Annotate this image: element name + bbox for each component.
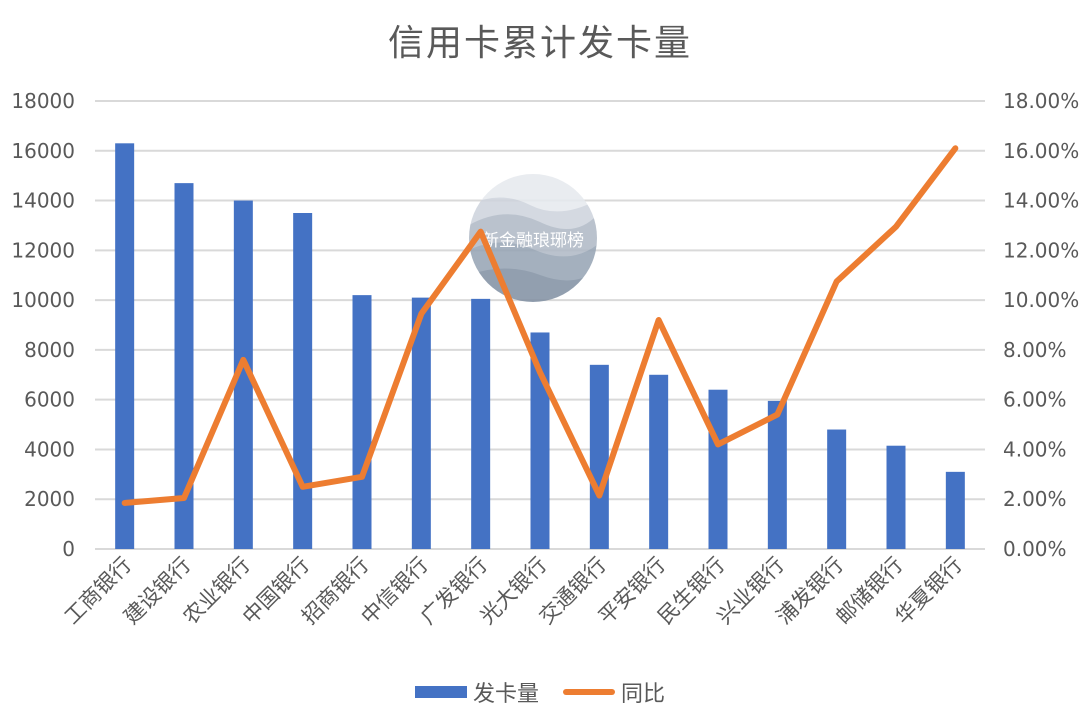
y-tick-label: 8000 — [24, 338, 75, 362]
y-tick-label: 0 — [62, 537, 75, 561]
bar — [827, 429, 847, 549]
legend-label-card-volume: 发卡量 — [472, 682, 539, 707]
legend-label-yoy: 同比 — [621, 682, 666, 707]
bar — [233, 200, 253, 550]
bar — [471, 298, 491, 549]
y2-tick-label: 2.00% — [1003, 487, 1067, 511]
line-swatch-icon — [563, 689, 615, 695]
legend-item-yoy: 同比 — [563, 676, 665, 708]
bar — [708, 389, 728, 549]
bar — [411, 297, 431, 549]
bar-swatch-icon — [414, 686, 467, 698]
y2-tick-label: 12.00% — [1003, 238, 1079, 262]
y2-tick-label: 14.00% — [1003, 189, 1079, 213]
y-tick-label: 4000 — [24, 437, 75, 461]
legend-item-card-volume: 发卡量 — [414, 676, 539, 708]
bar — [767, 400, 787, 549]
legend: 发卡量 同比 — [0, 676, 1080, 708]
y-axis-left: 0 2000 4000 6000 8000 10000 12000 14000 16000 180… — [11, 89, 75, 561]
y2-tick-label: 8.00% — [1003, 338, 1067, 362]
y2-tick-label: 16.00% — [1003, 139, 1079, 163]
y-tick-label: 6000 — [24, 388, 75, 412]
line-series-yoy — [121, 145, 959, 506]
bar — [886, 445, 906, 549]
y-tick-label: 10000 — [11, 288, 75, 312]
bar — [293, 213, 313, 549]
bar — [589, 364, 609, 549]
y2-tick-label: 10.00% — [1003, 288, 1079, 312]
y-tick-label: 12000 — [11, 238, 75, 262]
bar — [115, 143, 135, 550]
bar — [174, 183, 194, 549]
bar-series-card-volume — [115, 143, 965, 550]
y2-tick-label: 6.00% — [1003, 388, 1067, 412]
y2-tick-label: 0.00% — [1003, 537, 1067, 561]
chart-title: 信用卡累计发卡量 — [387, 23, 692, 64]
watermark-text: 新金融琅琊榜 — [482, 231, 584, 251]
y-tick-label: 18000 — [11, 89, 75, 113]
y2-tick-label: 18.00% — [1003, 89, 1079, 113]
y-tick-label: 16000 — [11, 139, 75, 163]
y-axis-right: 0.00% 2.00% 4.00% 6.00% 8.00% 10.00% 12.00% 14.… — [1003, 89, 1079, 561]
y2-tick-label: 4.00% — [1003, 437, 1067, 461]
watermark-logo: 新金融琅琊榜 — [469, 174, 597, 302]
x-axis: 工商银行建设银行农业银行中国银行招商银行中信银行广发银行光大银行交通银行平安银行… — [60, 553, 967, 629]
y-tick-label: 14000 — [11, 189, 75, 213]
bar — [352, 295, 372, 549]
y-tick-label: 2000 — [24, 487, 75, 511]
bar — [945, 471, 965, 549]
bar — [649, 374, 669, 549]
